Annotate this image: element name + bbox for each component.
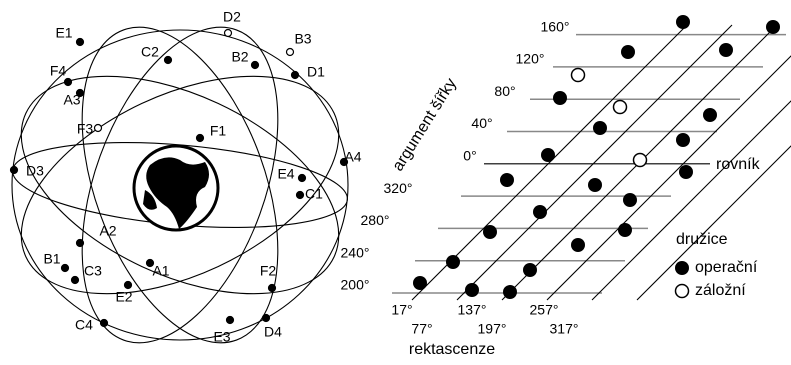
y-label: 80° (494, 83, 515, 99)
satellite (503, 285, 517, 299)
satellite (523, 263, 537, 277)
satellite-label: B4 (163, 181, 180, 197)
satellite (623, 193, 637, 207)
satellite (292, 72, 299, 79)
satellite (287, 49, 294, 56)
satellite (77, 240, 84, 247)
satellite (766, 20, 780, 34)
y-label: 120° (516, 51, 545, 67)
y-label: 200° (341, 277, 370, 293)
y-label: 160° (541, 18, 570, 34)
satellite-label: A1 (152, 263, 169, 279)
satellite-label: B1 (43, 251, 60, 267)
satellite (571, 238, 585, 252)
legend-label: operační (695, 259, 758, 276)
satellite (533, 205, 547, 219)
satellite-label: B2 (231, 49, 248, 65)
y-label: 320° (384, 180, 413, 196)
satellite (719, 43, 733, 57)
satellite-label: C4 (75, 317, 93, 333)
satellite (197, 135, 204, 142)
satellite (269, 285, 276, 292)
satellite-label: D3 (26, 163, 44, 179)
legend-swatch (676, 285, 689, 298)
satellite (500, 173, 514, 187)
satellite (77, 39, 84, 46)
satellite (618, 223, 632, 237)
satellite (165, 57, 172, 64)
satellite (125, 282, 132, 289)
satellite-label: D2 (223, 9, 241, 25)
satellite (101, 320, 108, 327)
satellite (62, 265, 69, 272)
satellite (588, 178, 602, 192)
satellite (703, 108, 717, 122)
satellite (11, 167, 18, 174)
satellite-label: A3 (63, 92, 80, 108)
satellite-label: A2 (99, 223, 116, 239)
satellite (227, 317, 234, 324)
satellite (621, 45, 635, 59)
satellite (225, 30, 232, 37)
satellite (465, 283, 479, 297)
spare-satellite (634, 154, 647, 167)
spare-satellite (614, 101, 627, 114)
satellite (252, 62, 259, 69)
satellite (299, 175, 306, 182)
satellite (553, 91, 567, 105)
axis-title: argument šířky (390, 75, 461, 174)
x-title: rektascenze (409, 341, 495, 358)
equator-label: rovník (716, 156, 761, 173)
satellite-label: D1 (307, 64, 325, 80)
x-label: 77° (411, 321, 432, 337)
y-label: 240° (341, 244, 370, 260)
satellite-label: A4 (344, 149, 361, 165)
satellite (593, 121, 607, 135)
legend-title: družice (676, 231, 728, 248)
satellite-label: F1 (210, 123, 227, 139)
satellite (541, 148, 555, 162)
satellite-label: F3 (77, 121, 94, 137)
satellite-label: E1 (55, 25, 72, 41)
satellite (679, 165, 693, 179)
satellite (263, 315, 270, 322)
satellite-label: F4 (50, 63, 67, 79)
satellite (65, 79, 72, 86)
x-label: 257° (530, 302, 559, 318)
satellite-label: C3 (84, 263, 102, 279)
satellite (483, 225, 497, 239)
satellite-label: E3 (213, 329, 230, 345)
satellite-label: D4 (264, 324, 282, 340)
y-label: 0° (463, 148, 476, 164)
y-label: 40° (471, 115, 492, 131)
x-label: 17° (391, 302, 412, 318)
satellite-label: B3 (294, 31, 311, 47)
satellite (676, 133, 690, 147)
satellite (446, 255, 460, 269)
spare-satellite (572, 69, 585, 82)
satellite-label: C1 (305, 186, 323, 202)
satellite (95, 125, 102, 132)
legend-label: záložní (695, 282, 746, 299)
satellite (676, 15, 690, 29)
satellite-label: F2 (260, 263, 277, 279)
satellite-label: C2 (141, 44, 159, 60)
legend-swatch (675, 261, 689, 275)
satellite (72, 277, 79, 284)
diagram: E1 D2 B3 C2 B2 D1 F4 A3 F3 F1 D3 A4 E4 C1 B4 A2 B1 C3 A1 E2… (0, 0, 791, 365)
satellite (413, 276, 427, 290)
y-label: 280° (361, 212, 390, 228)
x-label: 317° (550, 321, 579, 337)
satellite (297, 192, 304, 199)
x-label: 137° (458, 302, 487, 318)
x-label: 197° (478, 321, 507, 337)
satellite-label: E2 (115, 289, 132, 305)
satellite-label: E4 (277, 166, 294, 182)
